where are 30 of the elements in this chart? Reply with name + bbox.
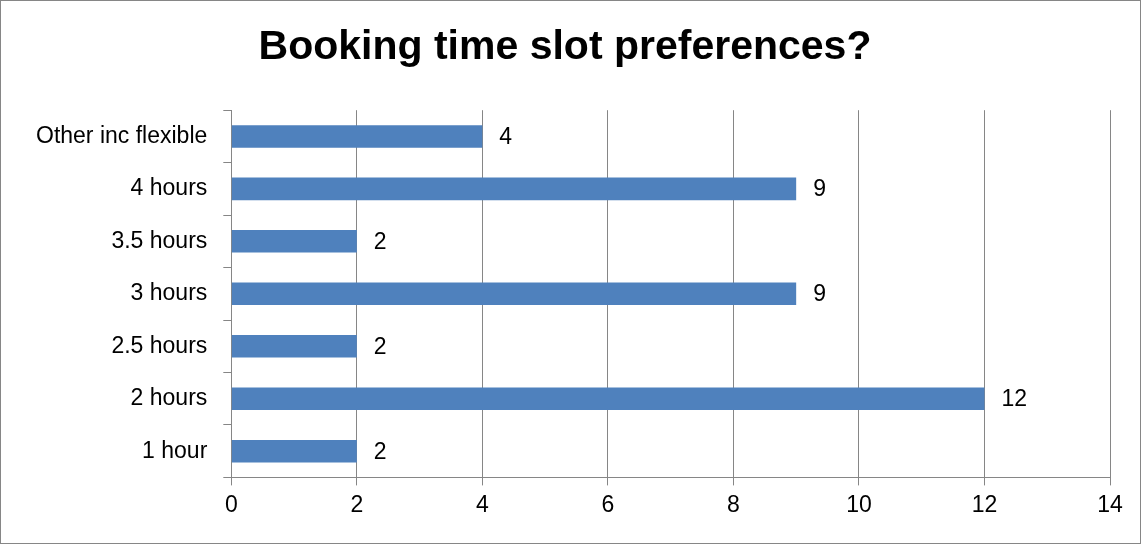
y-tick-label: 3 hours [130, 279, 208, 306]
bar [231, 177, 797, 201]
data-label: 2 [373, 437, 387, 464]
data-label: 2 [373, 332, 387, 359]
bar [231, 125, 483, 148]
x-tick-label: 6 [601, 490, 615, 517]
bar [231, 334, 357, 358]
x-tick-label: 2 [350, 490, 364, 517]
y-tick-label: 4 hours [130, 174, 208, 201]
bar [231, 439, 357, 463]
data-label: 9 [813, 175, 826, 202]
data-label: 4 [499, 122, 513, 149]
x-tick-label: 8 [727, 490, 740, 517]
chart-title: Booking time slot preferences? [258, 21, 872, 68]
bar [231, 282, 797, 306]
x-tick-label: 14 [1097, 490, 1123, 517]
bar [231, 230, 357, 253]
y-tick-label: 1 hour [142, 436, 208, 463]
y-tick-label: 3.5 hours [111, 226, 208, 253]
x-tick-label: 0 [224, 490, 238, 517]
data-label: 12 [1001, 385, 1028, 412]
y-tick-label: 2.5 hours [111, 331, 208, 358]
y-tick-label: Other inc flexible [35, 121, 208, 148]
x-tick-label: 4 [475, 490, 489, 517]
data-label: 2 [373, 227, 387, 254]
data-label: 9 [813, 280, 826, 307]
bar [231, 387, 985, 410]
y-tick-label: 2 hours [130, 384, 208, 411]
x-tick-label: 12 [971, 490, 998, 517]
x-tick-label: 10 [846, 490, 872, 517]
